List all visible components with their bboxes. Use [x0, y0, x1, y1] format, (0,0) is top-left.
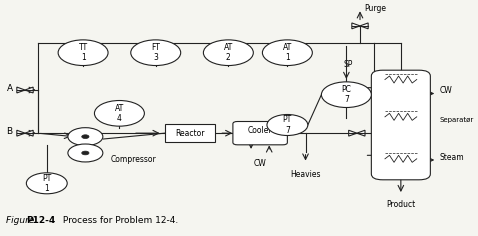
Circle shape	[95, 101, 144, 126]
Text: PT
7: PT 7	[283, 115, 292, 135]
Text: Process for Problem 12-4.: Process for Problem 12-4.	[60, 216, 179, 225]
Text: Compressor: Compressor	[110, 156, 156, 164]
Text: Figure: Figure	[6, 216, 37, 225]
Text: SP: SP	[344, 60, 353, 69]
Text: Cooler: Cooler	[248, 126, 272, 135]
Text: Purge: Purge	[365, 4, 387, 13]
Text: TT
1: TT 1	[78, 43, 87, 62]
Text: B: B	[7, 127, 13, 136]
Circle shape	[58, 40, 108, 66]
Polygon shape	[17, 130, 25, 136]
Text: PC
7: PC 7	[341, 85, 351, 104]
Text: Separatør: Separatør	[439, 117, 474, 123]
Circle shape	[82, 151, 89, 155]
Text: FT
3: FT 3	[152, 43, 160, 62]
FancyBboxPatch shape	[165, 124, 215, 143]
Circle shape	[262, 40, 312, 66]
Circle shape	[82, 135, 89, 139]
FancyBboxPatch shape	[233, 122, 287, 145]
Text: A: A	[7, 84, 13, 93]
Text: Heavies: Heavies	[290, 170, 321, 179]
Polygon shape	[17, 87, 25, 93]
Circle shape	[267, 114, 308, 135]
Polygon shape	[352, 23, 360, 29]
Polygon shape	[25, 87, 33, 93]
Text: AT
2: AT 2	[224, 43, 233, 62]
Circle shape	[68, 144, 103, 162]
Circle shape	[204, 40, 253, 66]
Circle shape	[68, 128, 103, 146]
FancyBboxPatch shape	[371, 70, 430, 180]
Circle shape	[321, 82, 371, 108]
Text: Product: Product	[386, 200, 415, 209]
Text: CW: CW	[254, 159, 267, 168]
Circle shape	[26, 173, 67, 194]
Polygon shape	[357, 130, 365, 136]
Polygon shape	[360, 23, 368, 29]
Text: AT
4: AT 4	[115, 104, 124, 123]
Text: AT
1: AT 1	[283, 43, 292, 62]
Polygon shape	[348, 130, 357, 136]
Text: P12-4: P12-4	[26, 216, 55, 225]
Circle shape	[131, 40, 181, 66]
Text: CW: CW	[439, 85, 452, 94]
Text: Reactor: Reactor	[175, 129, 205, 138]
Text: PT
1: PT 1	[42, 174, 52, 193]
Polygon shape	[25, 130, 33, 136]
Text: Steam: Steam	[439, 153, 464, 162]
